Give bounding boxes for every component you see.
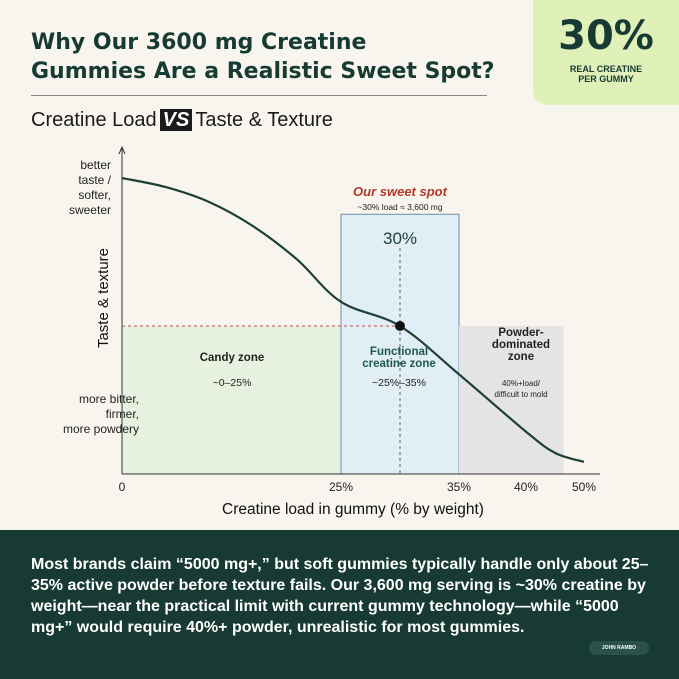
powder-zone-label-3: zone (508, 351, 534, 363)
badge-value: 30% (558, 13, 654, 59)
powder-zone-label-2: dominated (492, 339, 550, 351)
page-title: Why Our 3600 mg Creatine Gummies Are a R… (31, 28, 501, 86)
y-bottom-label-1: more bitter, (79, 392, 139, 406)
x-tick-label-50: 50% (572, 480, 596, 494)
y-bottom-label-3: more powdery (63, 422, 139, 436)
powder-zone-range-2: difficult to mold (494, 390, 547, 399)
sweet-spot-value: 30% (383, 229, 417, 248)
y-top-label-2: taste / (78, 173, 111, 187)
vs-label: VS (159, 109, 193, 131)
y-axis-title: Taste & texture (95, 248, 112, 348)
candy-zone-label: Candy zone (200, 352, 265, 364)
footer-panel: Most brands claim “5000 mg+,” but soft g… (0, 530, 679, 679)
title-divider (31, 95, 487, 96)
powder-zone-label-1: Powder- (498, 327, 544, 339)
sweet-spot-title: Our sweet spot (353, 184, 448, 199)
brand-logo: JOHN RAMBO (589, 641, 649, 655)
badge-caption-line-2: PER GUMMY (578, 74, 634, 84)
x-axis-title: Creatine load in gummy (% by weight) (222, 501, 484, 518)
chart: Our sweet spot ~30% load ≈ 3,600 mg 30% Can… (63, 145, 600, 518)
y-top-label-1: better (80, 158, 111, 172)
sweet-spot-note: ~30% load ≈ 3,600 mg (357, 202, 443, 212)
subtitle-left: Creatine Load (31, 109, 157, 131)
x-tick-label-0: 0 (119, 480, 126, 494)
title-line-2: Gummies Are a Realistic Sweet Spot? (31, 59, 495, 84)
zone-candy (122, 326, 341, 474)
functional-zone-label-2: creatine zone (362, 358, 436, 370)
functional-zone-label-1: Functional (370, 346, 428, 358)
candy-zone-range: ~0–25% (213, 377, 252, 389)
y-top-label-4: sweeter (69, 203, 111, 217)
taste-curve (121, 176, 585, 463)
subtitle-right: Taste & Texture (195, 109, 333, 131)
chart-subtitle: Creatine Load VS Taste & Texture (31, 107, 333, 133)
x-tick-label-35: 35% (447, 480, 471, 494)
x-tick-label-40: 40% (514, 480, 538, 494)
zone-powder (459, 326, 564, 474)
functional-zone-range: ~25%–35% (372, 377, 426, 389)
sweet-spot-marker (395, 321, 405, 332)
creatine-badge: 30% REAL CREATINE PER GUMMY (533, 0, 679, 105)
title-line-1: Why Our 3600 mg Creatine (31, 30, 367, 55)
y-bottom-label-2: firmer, (106, 407, 139, 421)
powder-zone-range-1: 40%+load/ (502, 379, 541, 388)
y-axis-arrow (118, 145, 126, 155)
y-top-label-3: softer, (78, 188, 111, 202)
x-tick-label-25: 25% (329, 480, 353, 494)
footer-text: Most brands claim “5000 mg+,” but soft g… (31, 556, 649, 636)
badge-caption-line-1: REAL CREATINE (569, 64, 643, 74)
